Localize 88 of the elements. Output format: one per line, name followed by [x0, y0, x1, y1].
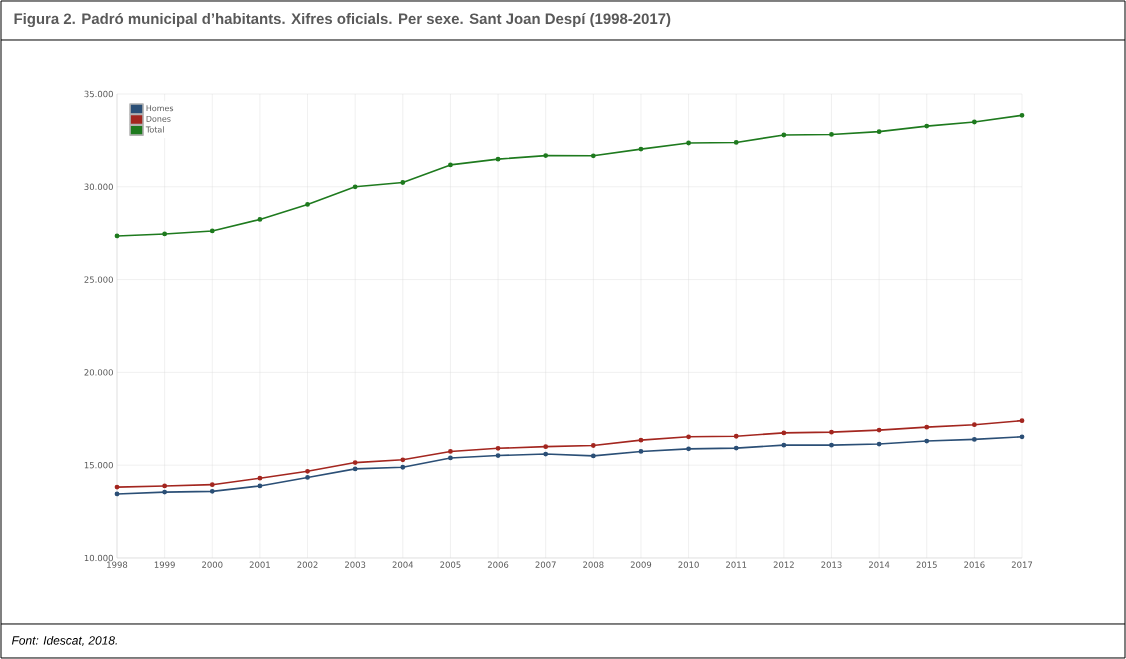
point — [1019, 418, 1025, 424]
point — [114, 484, 120, 490]
x-tick-label: 2010 — [678, 561, 699, 568]
point — [448, 162, 453, 168]
y-tick-label: 25.000 — [84, 276, 113, 283]
x-tick-label: 2016 — [964, 561, 985, 568]
point — [590, 443, 596, 448]
x-tick-label: 2013 — [821, 561, 842, 568]
point — [971, 422, 977, 428]
point — [257, 475, 263, 481]
y-tick-label: 10.000 — [84, 554, 113, 562]
point — [638, 146, 644, 152]
point — [400, 180, 406, 185]
point — [638, 437, 644, 443]
point — [876, 129, 882, 135]
y-tick-label: 20.000 — [84, 369, 113, 376]
point — [114, 491, 120, 497]
point — [781, 132, 787, 138]
x-tick-label: 2012 — [773, 561, 794, 568]
point — [162, 489, 168, 495]
x-tick-label: 2002 — [297, 561, 318, 568]
y-tick-label: 15.000 — [84, 461, 113, 469]
point — [257, 217, 263, 222]
point — [209, 482, 215, 488]
point — [638, 449, 644, 454]
point — [543, 444, 549, 450]
point — [829, 132, 834, 137]
x-tick-label: 2000 — [202, 561, 223, 568]
point — [1019, 434, 1025, 440]
point — [924, 424, 930, 430]
point — [733, 433, 739, 439]
point — [924, 123, 930, 129]
x-tick-label: 2015 — [916, 561, 937, 568]
point — [829, 442, 834, 448]
point — [209, 228, 215, 234]
point — [686, 446, 691, 452]
point — [543, 153, 549, 159]
x-tick-label: 2003 — [345, 561, 366, 568]
point — [162, 231, 168, 237]
point — [162, 483, 168, 489]
point — [448, 455, 453, 461]
point — [400, 457, 406, 463]
text: Font: Idescat, 2018. — [11, 635, 117, 647]
point — [971, 119, 977, 125]
point — [829, 429, 834, 435]
point — [590, 453, 596, 459]
point — [686, 434, 691, 440]
x-tick-label: 2011 — [726, 561, 747, 568]
point — [305, 468, 310, 474]
point — [781, 442, 787, 448]
point — [590, 153, 596, 159]
x-tick-label: 2005 — [440, 561, 461, 568]
point — [114, 233, 120, 239]
point — [257, 483, 263, 489]
x-tick-label: 2007 — [535, 561, 556, 568]
point — [495, 156, 501, 162]
point — [733, 140, 739, 145]
point — [686, 140, 691, 146]
y-tick-label: 35.000 — [84, 90, 113, 98]
point — [876, 427, 882, 433]
point — [352, 466, 358, 472]
point — [448, 449, 453, 454]
point — [209, 488, 215, 494]
point — [495, 445, 501, 451]
point — [305, 202, 310, 207]
point — [733, 445, 739, 451]
point — [305, 475, 310, 480]
point — [352, 184, 358, 190]
x-tick-label: 2004 — [392, 561, 414, 568]
y-tick-label: 30.000 — [84, 183, 113, 190]
point — [543, 451, 549, 457]
point — [352, 460, 358, 465]
x-tick-label: 2009 — [630, 561, 652, 568]
x-tick-label: 2008 — [583, 561, 604, 568]
x-tick-label: 2014 — [868, 561, 890, 568]
point — [876, 441, 882, 447]
x-tick-label: 1998 — [107, 561, 128, 568]
x-tick-label: 2001 — [249, 561, 270, 568]
x-tick-label: 2017 — [1011, 561, 1033, 568]
point — [495, 453, 501, 458]
point — [781, 430, 787, 436]
chart-title: Figura 2. Padró municipal d’habitants. Xifres oficials. Per sexe. Sant Joan Despí (1998-2017) — [14, 12, 671, 28]
x-tick-label: 1999 — [154, 561, 175, 568]
point — [400, 464, 406, 470]
x-tick-label: 2006 — [487, 561, 509, 568]
point — [1019, 112, 1025, 118]
point — [971, 436, 977, 442]
point — [924, 438, 930, 444]
